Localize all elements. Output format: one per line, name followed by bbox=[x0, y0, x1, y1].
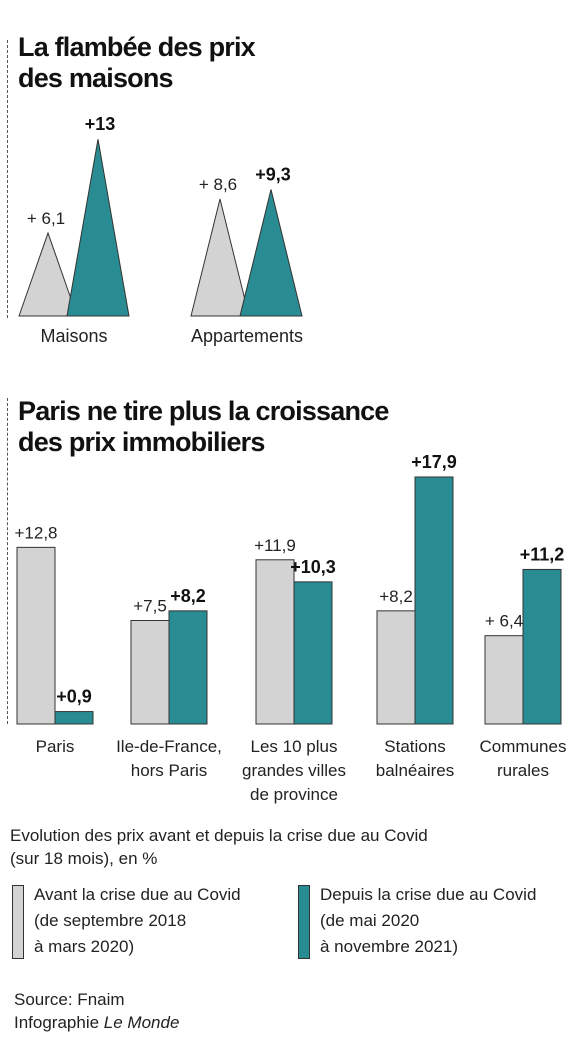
category-label-2-line2: grandes villes bbox=[242, 761, 346, 780]
triangle-before-1 bbox=[190, 198, 250, 317]
chart2-title-line2: des prix immobiliers bbox=[18, 427, 265, 457]
bar-after-0 bbox=[54, 711, 94, 725]
category-label-0: Maisons bbox=[40, 326, 107, 346]
category-label-3-line2: balnéaires bbox=[376, 761, 454, 780]
legend-item-after: Depuis la crise due au Covid (de mai 202… bbox=[298, 882, 536, 960]
value-label-after-0: +13 bbox=[85, 114, 116, 134]
legend-text-after: Depuis la crise due au Covid (de mai 202… bbox=[320, 882, 536, 960]
legend-before-line1: Avant la crise due au Covid bbox=[34, 885, 241, 904]
legend-before-line3: à mars 2020) bbox=[34, 937, 135, 956]
bar-after-4 bbox=[522, 568, 562, 725]
value-label-before-0: + 6,1 bbox=[27, 209, 65, 228]
chart2-title-line1: Paris ne tire plus la croissance bbox=[18, 396, 389, 426]
value-label-before-1: +7,5 bbox=[133, 597, 167, 616]
value-label-before-2: +11,9 bbox=[254, 536, 296, 555]
category-label-1-line1: Ile-de-France, bbox=[116, 737, 222, 756]
chart2-title: Paris ne tire plus la croissance des pri… bbox=[18, 396, 389, 458]
source-block: Source: Fnaim Infographie Le Monde bbox=[14, 988, 179, 1034]
legend-text-before: Avant la crise due au Covid (de septembr… bbox=[34, 882, 241, 960]
legend-swatch-before bbox=[12, 885, 24, 959]
category-label-1-line2: hors Paris bbox=[131, 761, 208, 780]
value-label-after-0: +0,9 bbox=[56, 687, 92, 707]
value-label-before-4: + 6,4 bbox=[485, 612, 523, 631]
chart2-axis-rule bbox=[7, 398, 8, 724]
chart1-title-line2: des maisons bbox=[18, 63, 174, 93]
legend-after-line2: (de mai 2020 bbox=[320, 911, 420, 930]
category-label-1: Appartements bbox=[191, 326, 303, 346]
category-label-0-line1: Paris bbox=[36, 737, 75, 756]
category-label-2-line3: de province bbox=[250, 785, 338, 804]
category-label-3-line1: Stations bbox=[384, 737, 445, 756]
bar-before-1 bbox=[130, 620, 170, 725]
bar-after-1 bbox=[168, 610, 208, 725]
legend-swatch-after bbox=[298, 885, 310, 959]
credit-name: Le Monde bbox=[103, 1013, 180, 1032]
bar-before-4 bbox=[484, 635, 524, 725]
value-label-after-3: +17,9 bbox=[411, 452, 457, 472]
value-label-after-2: +10,3 bbox=[290, 557, 336, 577]
triangle-after-1 bbox=[239, 189, 303, 317]
legend-item-before: Avant la crise due au Covid (de septembr… bbox=[12, 882, 241, 960]
bar-after-2 bbox=[293, 581, 333, 725]
chart2-bars: +12,8+0,9Paris+7,5+8,2Ile-de-France,hors… bbox=[14, 452, 567, 804]
bar-before-0 bbox=[16, 546, 56, 725]
legend-after-line3: à novembre 2021) bbox=[320, 937, 458, 956]
chart-caption: Evolution des prix avant et depuis la cr… bbox=[10, 824, 428, 870]
caption-line2: (sur 18 mois), en % bbox=[10, 849, 158, 868]
source-line: Source: Fnaim bbox=[14, 990, 125, 1009]
caption-line1: Evolution des prix avant et depuis la cr… bbox=[10, 826, 428, 845]
value-label-before-1: + 8,6 bbox=[199, 175, 237, 194]
chart1-axis-rule bbox=[7, 40, 8, 318]
chart1-title: La flambée des prix des maisons bbox=[18, 32, 256, 94]
bar-before-2 bbox=[255, 559, 295, 725]
value-label-after-4: +11,2 bbox=[520, 544, 565, 564]
credit-prefix: Infographie bbox=[14, 1013, 104, 1032]
triangle-before-0 bbox=[18, 231, 78, 317]
category-label-2-line1: Les 10 plus bbox=[251, 737, 338, 756]
legend-after-line1: Depuis la crise due au Covid bbox=[320, 885, 537, 904]
credit-line: Infographie Le Monde bbox=[14, 1011, 179, 1034]
value-label-after-1: +8,2 bbox=[170, 586, 206, 606]
value-label-before-0: +12,8 bbox=[14, 523, 57, 542]
chart1-title-line1: La flambée des prix bbox=[18, 32, 256, 62]
value-label-after-1: +9,3 bbox=[255, 165, 291, 185]
legend-before-line2: (de septembre 2018 bbox=[34, 911, 187, 930]
category-label-4-line2: rurales bbox=[497, 761, 549, 780]
chart1-triangles: + 6,1 +13 Maisons + 8,6 +9,3 Appartements bbox=[18, 114, 303, 346]
triangle-after-0 bbox=[66, 139, 130, 317]
bar-before-3 bbox=[376, 610, 416, 725]
value-label-before-3: +8,2 bbox=[379, 587, 413, 606]
category-label-4-line1: Communes bbox=[480, 737, 567, 756]
bar-after-3 bbox=[414, 476, 454, 725]
